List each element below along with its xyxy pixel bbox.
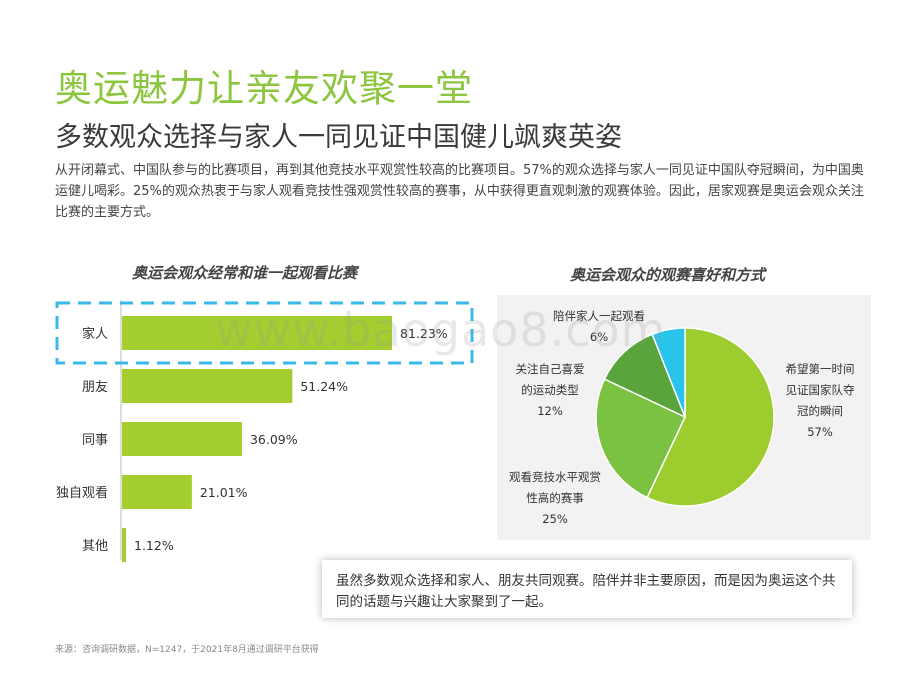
pie-slice-label-line: 关注自己喜爱 bbox=[516, 362, 585, 376]
bar-category-label: 其他 bbox=[82, 539, 108, 554]
bar-category-label: 家人 bbox=[82, 326, 108, 342]
bar-category-label: 同事 bbox=[82, 433, 108, 448]
pie-slice-label-line: 见证国家队夺 bbox=[786, 383, 855, 397]
pie-slice-value: 12% bbox=[537, 404, 563, 418]
pie-slice-1 bbox=[646, 327, 775, 507]
bar-chart: 家人 81.23% 朋友 51.24% 同事 36.09% 独自观看 21.01% 其他 1.12… bbox=[55, 300, 474, 562]
pie-slice-label: 陪伴家人一起观看 6% bbox=[553, 309, 645, 344]
bar-1 bbox=[122, 316, 392, 350]
bar-value-label: 36.09% bbox=[250, 432, 298, 447]
pie-chart: 希望第一时间见证国家队夺冠的瞬间 57% 观看竞技水平观赏性高的赛事 25% 关注自己喜… bbox=[509, 309, 855, 526]
pie-slice-label-line: 的运动类型 bbox=[521, 383, 579, 397]
pie-chart-title: 奥运会观众的观赛喜好和方式 bbox=[570, 266, 766, 284]
pie-slice-label: 希望第一时间见证国家队夺冠的瞬间 57% bbox=[786, 362, 855, 439]
pie-slice-label: 观看竞技水平观赏性高的赛事 25% bbox=[509, 470, 601, 526]
bar-3 bbox=[122, 422, 242, 456]
highlight-dashed-box bbox=[55, 301, 474, 365]
bar-5 bbox=[122, 528, 126, 562]
watermark: www.baogao8.com bbox=[215, 303, 667, 357]
source-note: 来源：咨询调研数据，N=1247，于2021年8月通过调研平台获得 bbox=[55, 645, 319, 655]
pie-slice-4 bbox=[651, 327, 686, 418]
pie-slice-label-line: 希望第一时间 bbox=[786, 362, 855, 376]
pie-slice-value: 25% bbox=[542, 512, 568, 526]
intro-paragraph: 从开闭幕式、中国队参与的比赛项目，再到其他竞技水平观赏性较高的比赛项目。57%的… bbox=[55, 163, 864, 220]
pie-slice-label: 关注自己喜爱的运动类型 12% bbox=[516, 362, 585, 418]
pie-slice-label-line: 陪伴家人一起观看 bbox=[553, 309, 645, 323]
callout-box: 虽然多数观众选择和家人、朋友共同观赛。陪伴并非主要原因，而是因为奥运这个共同的话… bbox=[322, 560, 852, 618]
pie-slice-value: 57% bbox=[807, 425, 833, 439]
bar-value-label: 51.24% bbox=[300, 379, 348, 394]
pie-slice-label-line: 性高的赛事 bbox=[526, 491, 584, 505]
page-subtitle: 多数观众选择与家人一同见证中国健儿飒爽英姿 bbox=[55, 122, 622, 153]
bar-4 bbox=[122, 475, 192, 509]
pie-slice-2 bbox=[595, 378, 686, 499]
page-title: 奥运魅力让亲友欢聚一堂 bbox=[55, 67, 473, 110]
bar-value-label: 21.01% bbox=[200, 485, 248, 500]
pie-slice-3 bbox=[603, 333, 687, 419]
bar-value-label: 1.12% bbox=[134, 538, 174, 553]
bar-category-label: 独自观看 bbox=[56, 485, 108, 501]
bar-category-label: 朋友 bbox=[82, 379, 108, 395]
bar-2 bbox=[122, 369, 293, 403]
pie-slice-label-line: 冠的瞬间 bbox=[797, 404, 843, 418]
pie-slice-value: 6% bbox=[590, 330, 608, 344]
pie-slice-label-line: 观看竞技水平观赏 bbox=[509, 470, 601, 484]
pie-chart-panel: 希望第一时间见证国家队夺冠的瞬间 57% 观看竞技水平观赏性高的赛事 25% 关注自己喜… bbox=[497, 295, 871, 540]
bar-value-label: 81.23% bbox=[400, 326, 448, 341]
bar-chart-title: 奥运会观众经常和谁一起观看比赛 bbox=[132, 264, 358, 282]
